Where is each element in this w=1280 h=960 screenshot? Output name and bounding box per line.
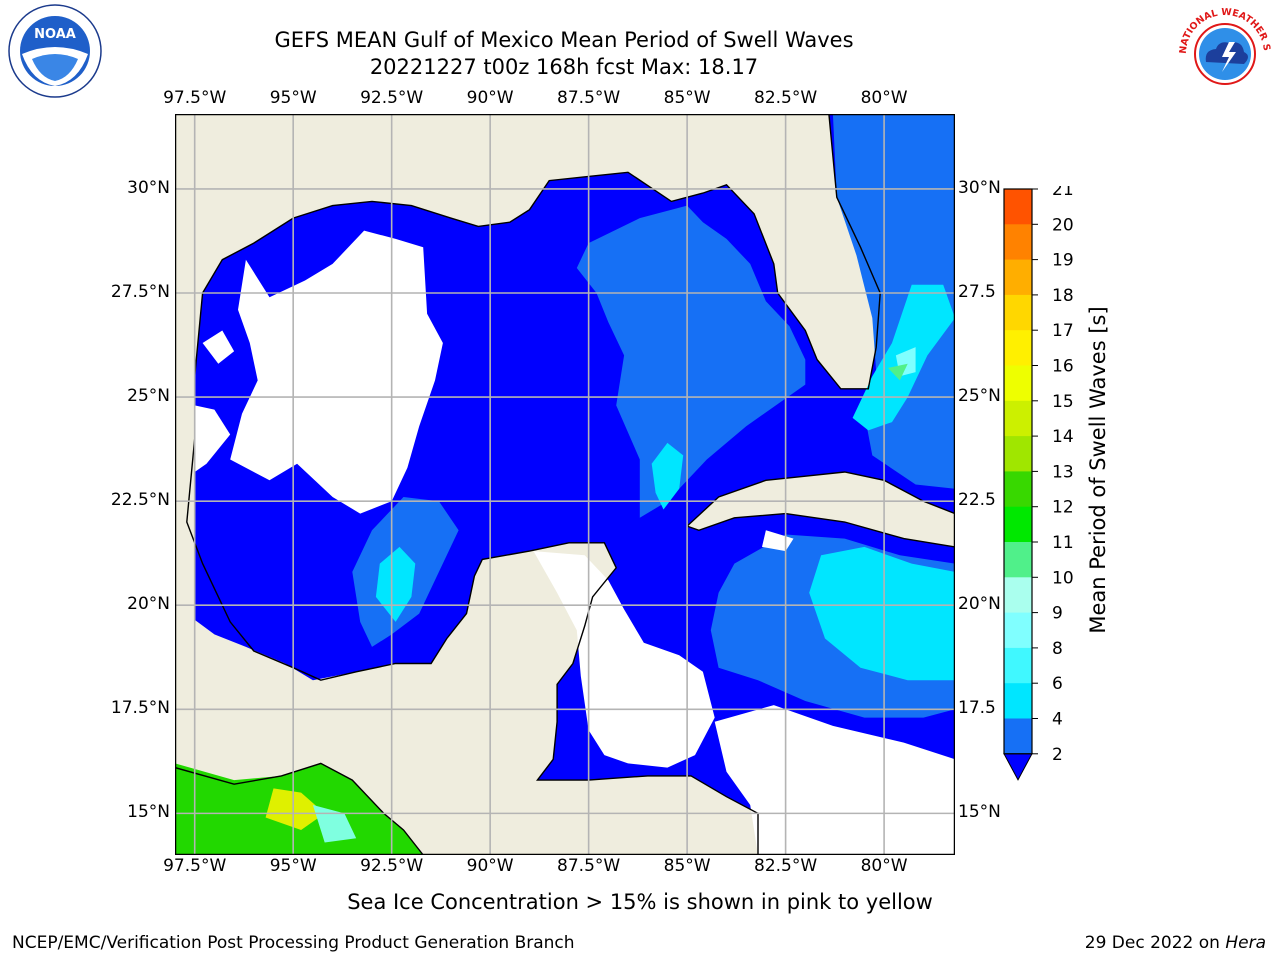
lat-label: 27.5 — [958, 282, 996, 302]
masked-west-coast-2 — [194, 405, 231, 472]
colorbar-bin — [1004, 506, 1032, 543]
colorbar-bin — [1004, 400, 1032, 437]
colorbar-tick-label: 18 — [1052, 286, 1074, 306]
colorbar-tick-label: 13 — [1052, 462, 1074, 482]
colorbar-bin — [1004, 224, 1032, 261]
lat-label: 30°N — [127, 177, 170, 198]
colorbar-bin — [1004, 294, 1032, 331]
colorbar-bin — [1004, 330, 1032, 366]
chart-title: GEFS MEAN Gulf of Mexico Mean Period of … — [274, 28, 854, 52]
lon-label: 85°W — [663, 856, 711, 876]
lat-label: 22.5°N — [110, 490, 170, 511]
noaa-logo-text: NOAA — [34, 27, 76, 42]
masked-west-coast-1 — [202, 330, 235, 364]
nws-logo: NATIONAL WEATHER SERVICE — [1172, 2, 1272, 98]
swell-4to6-yucatan-channel — [651, 442, 684, 510]
colorbar-ticks: 2 4 6 8 9 10 11 12 13 14 15 16 17 18 19 20 21 — [1032, 186, 1074, 765]
colorbar-tick-label: 8 — [1052, 639, 1063, 659]
lon-label: 95°W — [269, 856, 317, 876]
colorbar-bin — [1004, 612, 1032, 649]
colorbar-bin — [1004, 259, 1032, 296]
colorbar-tick-label: 17 — [1052, 321, 1074, 341]
credit-date: 29 Dec 2022 on Hera — [1085, 933, 1266, 953]
lat-label: 15°N — [127, 802, 170, 823]
colorbar-tick-label: 2 — [1052, 745, 1063, 765]
lon-label: 95°W — [269, 88, 317, 108]
footnote: Sea Ice Concentration > 15% is shown in … — [347, 890, 933, 914]
lon-label: 90°W — [466, 88, 514, 108]
lat-label: 22.5 — [958, 490, 996, 511]
colorbar-tick-label: 21 — [1052, 186, 1074, 200]
lon-label: 92.5°W — [360, 88, 424, 108]
lat-label: 17.5 — [958, 698, 996, 719]
lon-label: 92.5°W — [360, 856, 424, 876]
pacific-band-cyan — [312, 805, 357, 843]
masked-caribbean-south — [714, 705, 955, 855]
colorbar-bins — [1003, 188, 1033, 781]
colorbar-tick-label: 10 — [1052, 568, 1074, 588]
cuba-land — [687, 472, 955, 547]
lat-label: 15°N — [958, 802, 1001, 823]
noaa-logo: NOAA — [8, 4, 102, 98]
lat-label: 27.5°N — [110, 282, 170, 302]
graticule — [175, 114, 955, 855]
colorbar-label: Mean Period of Swell Waves [s] — [1086, 306, 1110, 634]
swell-10to11-spot — [888, 363, 908, 381]
lon-label: 87.5°W — [557, 88, 621, 108]
colorbar-bin — [1004, 647, 1032, 684]
coastline-pacific — [175, 762, 424, 855]
colorbar-tick-label: 12 — [1052, 498, 1074, 518]
credit-machine: Hera — [1225, 933, 1266, 953]
lat-label: 25°N — [958, 386, 1001, 407]
colorbar-extend-arrow — [1003, 753, 1033, 781]
lon-label: 90°W — [466, 856, 514, 876]
lon-label: 82.5°W — [754, 88, 818, 108]
colorbar-bin — [1004, 365, 1032, 402]
coastline-gulf — [194, 114, 881, 390]
swell-2to4-central — [576, 205, 806, 518]
lat-label: 17.5°N — [110, 698, 170, 719]
lon-label: 97.5°W — [163, 856, 227, 876]
pacific-band-yellow — [265, 788, 325, 830]
colorbar-bin — [1004, 683, 1032, 719]
colorbar-bin — [1004, 189, 1032, 225]
lon-label: 97.5°W — [163, 88, 227, 108]
colorbar-tick-label: 14 — [1052, 427, 1074, 447]
colorbar-bin — [1004, 542, 1032, 578]
chart-subtitle: 20221227 t00z 168h fcst Max: 18.17 — [369, 55, 759, 79]
map-frame — [175, 114, 955, 855]
map — [175, 114, 955, 855]
lon-label: 80°W — [860, 88, 908, 108]
lat-label: 25°N — [127, 386, 170, 407]
colorbar-tick-label: 6 — [1052, 674, 1063, 694]
swell-period-field — [175, 114, 955, 855]
coastline-cuba — [686, 471, 955, 527]
lat-label: 20°N — [127, 594, 170, 615]
colorbar-tick-label: 11 — [1052, 533, 1074, 553]
colorbar-bin — [1004, 577, 1032, 614]
lat-label: 30°N — [958, 177, 1001, 198]
lon-label: 85°W — [663, 88, 711, 108]
swell-2to4-atlantic — [832, 114, 955, 489]
colorbar-tick-label: 20 — [1052, 215, 1074, 235]
colorbar-tick-label: 19 — [1052, 251, 1074, 271]
colorbar-bin — [1004, 436, 1032, 472]
swell-4to6-bay-campeche — [375, 546, 416, 622]
masked-west-gulf — [230, 230, 443, 514]
colorbar-tick-label: 16 — [1052, 357, 1074, 377]
colorbar-bin — [1004, 718, 1032, 755]
lon-label: 82.5°W — [754, 856, 818, 876]
colorbar: 2 4 6 8 9 10 11 12 13 14 15 16 17 18 19 20 21 — [1003, 186, 1074, 781]
coastline-mexico — [186, 376, 759, 855]
colorbar-tick-label: 15 — [1052, 392, 1074, 412]
lon-label: 80°W — [860, 856, 908, 876]
credit-producer: NCEP/EMC/Verification Post Processing Pr… — [12, 933, 575, 953]
lon-label: 87.5°W — [557, 856, 621, 876]
lat-label: 20°N — [958, 594, 1001, 615]
swell-4to6-caribbean — [809, 546, 955, 681]
colorbar-bin — [1004, 471, 1032, 508]
colorbar-tick-label: 4 — [1052, 710, 1063, 730]
credit-date-text: 29 Dec 2022 on — [1084, 933, 1220, 953]
colorbar-tick-label: 9 — [1052, 604, 1063, 624]
